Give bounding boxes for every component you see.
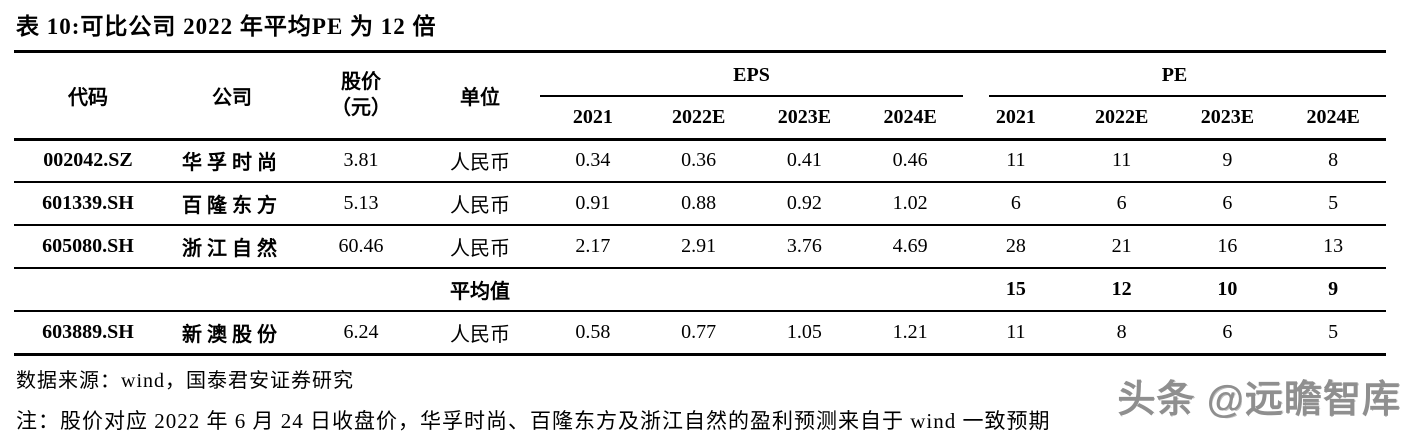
code-cell: 603889.SH xyxy=(14,311,162,356)
company-cell: 百隆东方 xyxy=(162,182,302,226)
pe-value-cell: 8 xyxy=(1280,139,1386,183)
table-row: 002042.SZ 华孚时尚 3.81 人民币 0.34 0.36 0.41 0… xyxy=(14,139,1386,183)
pe-average-cell: 12 xyxy=(1068,268,1175,312)
table-title: 表 10:可比公司 2022 年平均PE 为 12 倍 xyxy=(14,0,1386,53)
eps-value-cell xyxy=(645,268,752,312)
pe-value-cell: 11 xyxy=(963,139,1069,183)
group-header-eps: EPS xyxy=(540,53,963,97)
price-cell: 60.46 xyxy=(302,225,420,269)
code-cell: 601339.SH xyxy=(14,182,162,226)
eps-value-cell: 2.91 xyxy=(645,225,752,269)
table-row: 605080.SH 浙江自然 60.46 人民币 2.17 2.91 3.76 … xyxy=(14,225,1386,269)
eps-value-cell: 0.91 xyxy=(540,182,646,226)
pe-year-2024e: 2024E xyxy=(1280,97,1386,141)
pe-value-cell: 5 xyxy=(1280,311,1386,356)
table-row: 601339.SH 百隆东方 5.13 人民币 0.91 0.88 0.92 1… xyxy=(14,182,1386,226)
price-cell xyxy=(302,268,420,312)
unit-cell: 人民币 xyxy=(420,311,540,356)
pe-year-2021: 2021 xyxy=(963,97,1069,141)
pe-year-2023e: 2023E xyxy=(1174,97,1281,141)
col-header-unit: 单位 xyxy=(420,53,540,141)
pe-value-cell: 6 xyxy=(1068,182,1175,226)
eps-value-cell xyxy=(857,268,963,312)
code-cell: 002042.SZ xyxy=(14,139,162,183)
col-header-price-line1: 股价 xyxy=(341,71,381,94)
eps-value-cell: 1.05 xyxy=(751,311,858,356)
header-year-row: 2021 2022E 2023E 2024E 2021 2022E 2023E … xyxy=(14,97,1386,141)
eps-value-cell: 0.41 xyxy=(751,139,858,183)
eps-value-cell: 0.77 xyxy=(645,311,752,356)
pe-value-cell: 13 xyxy=(1280,225,1386,269)
pe-value-cell: 11 xyxy=(963,311,1069,356)
table-row: 603889.SH 新澳股份 6.24 人民币 0.58 0.77 1.05 1… xyxy=(14,311,1386,356)
pe-value-cell: 6 xyxy=(1174,182,1281,226)
pe-value-cell: 8 xyxy=(1068,311,1175,356)
company-cell: 华孚时尚 xyxy=(162,139,302,183)
eps-value-cell: 4.69 xyxy=(857,225,963,269)
col-header-code: 代码 xyxy=(14,53,162,141)
eps-year-2024e: 2024E xyxy=(857,97,963,141)
eps-value-cell: 2.17 xyxy=(540,225,646,269)
pe-value-cell: 6 xyxy=(1174,311,1281,356)
pe-year-2022e: 2022E xyxy=(1068,97,1175,141)
eps-value-cell: 0.92 xyxy=(751,182,858,226)
pe-value-cell: 11 xyxy=(1068,139,1175,183)
eps-year-2023e: 2023E xyxy=(751,97,858,141)
eps-year-2021: 2021 xyxy=(540,97,646,141)
eps-value-cell: 1.21 xyxy=(857,311,963,356)
unit-cell: 人民币 xyxy=(420,225,540,269)
eps-value-cell: 0.34 xyxy=(540,139,646,183)
company-cell: 新澳股份 xyxy=(162,311,302,356)
pe-value-cell: 16 xyxy=(1174,225,1281,269)
unit-cell: 人民币 xyxy=(420,182,540,226)
watermark: 头条 @远瞻智库 xyxy=(1117,379,1401,421)
average-row: 平均值 15 12 10 9 xyxy=(14,268,1386,312)
pe-value-cell: 21 xyxy=(1068,225,1175,269)
code-cell xyxy=(14,268,162,312)
pe-value-cell: 9 xyxy=(1174,139,1281,183)
company-cell xyxy=(162,268,302,312)
report-table-block: 表 10:可比公司 2022 年平均PE 为 12 倍 代码 公司 股价 （元）… xyxy=(14,0,1386,356)
header-group-row: 代码 公司 股价 （元） 单位 EPS PE xyxy=(14,53,1386,141)
pe-value-cell: 28 xyxy=(963,225,1069,269)
code-cell: 605080.SH xyxy=(14,225,162,269)
eps-value-cell: 3.76 xyxy=(751,225,858,269)
comparable-companies-table: 代码 公司 股价 （元） 单位 EPS PE 2021 2022E 2023E … xyxy=(14,53,1386,356)
data-source-line: 数据来源：wind，国泰君安证券研究 xyxy=(16,369,354,392)
eps-value-cell: 0.36 xyxy=(645,139,752,183)
price-cell: 3.81 xyxy=(302,139,420,183)
group-header-pe: PE xyxy=(963,53,1386,97)
pe-average-cell: 10 xyxy=(1174,268,1281,312)
eps-value-cell xyxy=(751,268,858,312)
unit-cell: 人民币 xyxy=(420,139,540,183)
eps-value-cell xyxy=(540,268,646,312)
col-header-price: 股价 （元） xyxy=(302,53,420,141)
price-cell: 6.24 xyxy=(302,311,420,356)
pe-average-cell: 9 xyxy=(1280,268,1386,312)
price-cell: 5.13 xyxy=(302,182,420,226)
eps-value-cell: 0.88 xyxy=(645,182,752,226)
col-header-price-line2: （元） xyxy=(331,97,391,120)
eps-year-2022e: 2022E xyxy=(645,97,752,141)
eps-value-cell: 0.58 xyxy=(540,311,646,356)
eps-value-cell: 0.46 xyxy=(857,139,963,183)
pe-average-cell: 15 xyxy=(963,268,1069,312)
eps-value-cell: 1.02 xyxy=(857,182,963,226)
average-label-cell: 平均值 xyxy=(420,268,540,312)
pe-value-cell: 6 xyxy=(963,182,1069,226)
pe-value-cell: 5 xyxy=(1280,182,1386,226)
col-header-company: 公司 xyxy=(162,53,302,141)
company-cell: 浙江自然 xyxy=(162,225,302,269)
